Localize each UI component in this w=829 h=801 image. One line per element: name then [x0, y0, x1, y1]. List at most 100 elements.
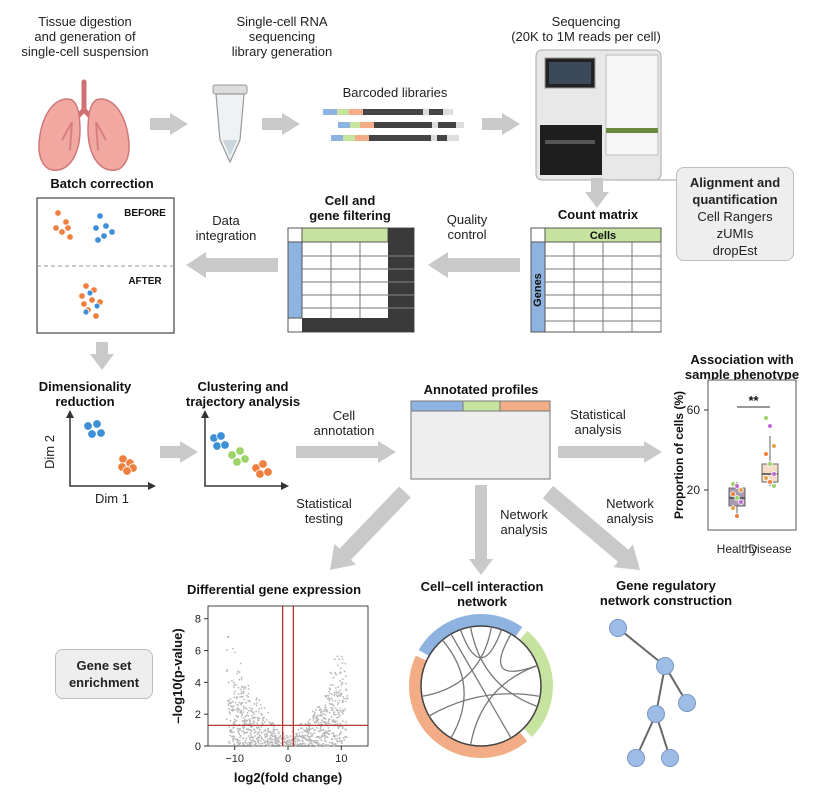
- volcano-point: [331, 684, 334, 687]
- volcano-point: [319, 708, 321, 710]
- volcano-point: [331, 707, 334, 709]
- count-matrix-frame: [530, 227, 662, 333]
- volcano-point: [262, 739, 265, 741]
- volcano-point: [289, 735, 292, 738]
- library-segment: [374, 122, 432, 128]
- volcano-point: [250, 739, 253, 742]
- volcano-point: [296, 743, 299, 745]
- volcano-point: [239, 727, 242, 730]
- volcano-point: [317, 743, 319, 745]
- filtered-column: [388, 228, 414, 332]
- volcano-point: [260, 712, 263, 715]
- volcano-point: [336, 709, 339, 712]
- volcano-point: [257, 741, 259, 743]
- volcano-point: [322, 712, 325, 715]
- volcano-point: [331, 699, 334, 702]
- volcano-point: [332, 720, 335, 723]
- volcano-point: [229, 734, 232, 737]
- cell-dot: [100, 232, 108, 240]
- volcano-point: [267, 730, 270, 732]
- arrow-to-count-matrix: [585, 178, 609, 208]
- volcano-point: [337, 725, 339, 728]
- library-segment: [447, 135, 459, 141]
- dim1-label: Dim 1: [95, 491, 129, 506]
- volcano-point: [241, 730, 243, 733]
- volcano-point: [266, 732, 268, 735]
- volcano-point: [330, 697, 333, 700]
- statistical-analysis-label: Statistical analysis: [570, 407, 626, 437]
- volcano-point: [312, 715, 314, 718]
- alignment-tool: zUMIs: [716, 226, 754, 241]
- volcano-point: [334, 693, 336, 695]
- volcano-point: [319, 730, 322, 732]
- volcano-point: [257, 731, 260, 734]
- volcano-point: [285, 744, 288, 747]
- volcano-point: [255, 726, 258, 729]
- volcano-point: [322, 729, 325, 731]
- volcano-point: [324, 744, 326, 747]
- volcano-point: [321, 719, 323, 722]
- network-analysis-label-2: Network analysis: [606, 496, 654, 526]
- volcano-point: [287, 741, 290, 743]
- box-point: [730, 491, 736, 497]
- volcano-point: [263, 721, 266, 724]
- volcano-point: [271, 738, 273, 741]
- library-segment: [349, 109, 363, 115]
- filtered-row: [302, 318, 414, 332]
- volcano-point: [322, 733, 324, 735]
- volcano-point: [232, 705, 235, 708]
- volcano-point: [341, 678, 344, 681]
- volcano-point: [242, 690, 245, 693]
- arrow-to-filtering: [428, 252, 520, 278]
- volcano-point: [236, 697, 238, 700]
- profile-green: [462, 400, 501, 412]
- volcano-point: [329, 671, 332, 674]
- volcano-point: [260, 707, 263, 709]
- volcano-point: [237, 715, 240, 718]
- volcano-point: [227, 740, 230, 743]
- volcano-y-tick-label: 0: [195, 741, 201, 753]
- volcano-point: [314, 721, 316, 723]
- volcano-point: [343, 670, 346, 673]
- volcano-point: [249, 729, 252, 732]
- volcano-y-tick-label: 2: [195, 709, 201, 721]
- volcano-point: [321, 744, 323, 747]
- volcano-point: [229, 698, 232, 700]
- volcano-point: [239, 710, 242, 713]
- arrow-to-cci: [469, 485, 493, 575]
- volcano-point: [344, 728, 347, 730]
- volcano-point: [340, 742, 343, 745]
- volcano-point: [253, 729, 256, 731]
- volcano-point: [346, 695, 349, 697]
- grn-node: [661, 749, 679, 767]
- cell-dot: [258, 459, 268, 469]
- volcano-point: [269, 722, 272, 725]
- volcano-point: [294, 744, 297, 747]
- annotated-profiles-label: Annotated profiles: [424, 382, 539, 397]
- volcano-point: [235, 719, 238, 722]
- volcano-point: [333, 711, 336, 713]
- volcano-point: [324, 713, 327, 716]
- y-tick-label: 60: [687, 403, 701, 417]
- volcano-point: [344, 721, 347, 724]
- volcano-point: [320, 721, 322, 724]
- volcano-point: [296, 734, 299, 736]
- volcano-point: [298, 739, 301, 741]
- volcano-point: [311, 739, 314, 742]
- cell-dot: [86, 289, 94, 297]
- box-point: [767, 461, 773, 467]
- volcano-point: [267, 741, 270, 743]
- volcano-x-tick-label: −10: [225, 753, 244, 765]
- volcano-point: [323, 708, 326, 711]
- volcano-point: [250, 710, 253, 713]
- volcano-point: [316, 739, 319, 742]
- cell-dot: [92, 224, 100, 232]
- volcano-point: [247, 696, 250, 698]
- volcano-point: [320, 711, 323, 714]
- volcano-point: [240, 685, 243, 688]
- volcano-point: [239, 688, 242, 691]
- genes-label: Genes: [532, 273, 544, 307]
- box-point: [771, 483, 777, 489]
- volcano-point: [247, 688, 250, 690]
- association-label: Association with sample phenotype: [685, 352, 799, 382]
